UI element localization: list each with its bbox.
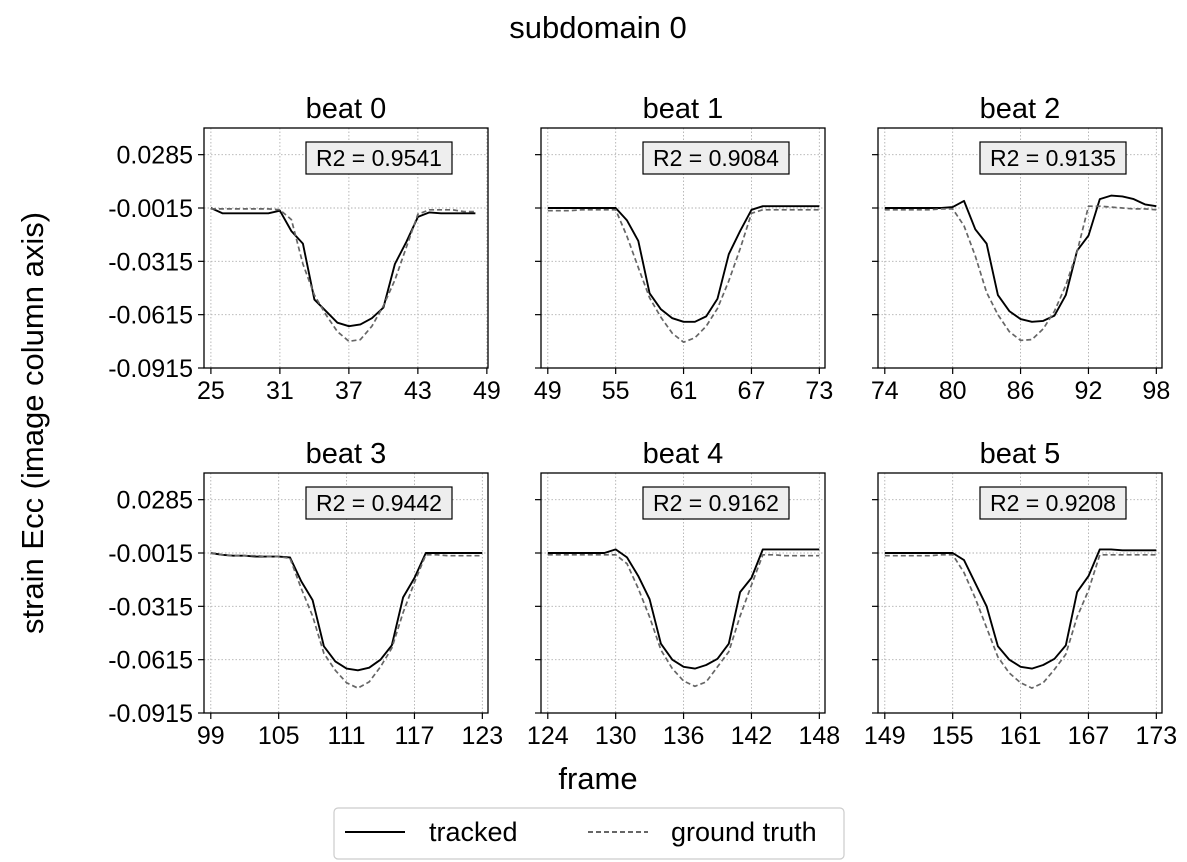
- y-tick-label: -0.0315: [108, 248, 193, 276]
- x-tick-label: 80: [939, 377, 967, 405]
- x-tick-label: 74: [871, 377, 899, 405]
- y-tick-label: -0.0015: [108, 195, 193, 223]
- x-tick-label: 136: [663, 722, 705, 750]
- y-tick-label: -0.0915: [108, 355, 193, 383]
- x-tick-label: 111: [328, 722, 366, 750]
- x-tick-label: 123: [461, 722, 503, 750]
- y-tick-label: -0.0615: [108, 302, 193, 330]
- subplot-title: beat 5: [980, 438, 1061, 470]
- subplot-title: beat 2: [980, 93, 1061, 125]
- y-tick-label: -0.0915: [108, 700, 193, 728]
- legend: tracked ground truth: [333, 807, 845, 860]
- subplot-beat-1: beat 1 49 55 61 67 73 R2 = 0.9084: [534, 93, 833, 405]
- y-tick-label: -0.0315: [108, 593, 193, 621]
- x-tick-label: 31: [266, 377, 294, 405]
- x-tick-label: 105: [258, 722, 300, 750]
- x-tick-label: 49: [473, 377, 501, 405]
- series-line-ground-truth: [210, 552, 483, 689]
- x-tick-label: 61: [670, 377, 698, 405]
- series-line-tracked: [210, 552, 483, 672]
- r2-annotation-box: [305, 486, 453, 520]
- subplot-beat-0: beat 0 25 31 37 43 49 0.0285 -0.0015 -0.0315 -0.0…: [108, 93, 501, 405]
- y-axis-label: strain Ecc (image column axis): [15, 212, 50, 634]
- x-axis-label: frame: [558, 761, 637, 796]
- x-tick-label: 49: [534, 377, 562, 405]
- x-tick-label: 130: [595, 722, 637, 750]
- x-tick-label: 92: [1075, 377, 1103, 405]
- x-tick-label: 124: [527, 722, 569, 750]
- r2-annotation-box: [305, 141, 453, 175]
- subplot-title: beat 1: [643, 93, 724, 125]
- legend-frame: [333, 807, 845, 860]
- x-tick-label: 117: [395, 722, 435, 750]
- series-line-ground-truth: [884, 205, 1157, 342]
- x-tick-label: 37: [335, 377, 363, 405]
- r2-annotation: R2 = 0.9162: [653, 490, 779, 516]
- x-tick-label: 149: [864, 722, 906, 750]
- subplot-beat-5: beat 5 149 155 161 167 173 R2 = 0.9208: [864, 438, 1177, 750]
- x-tick-label: 55: [602, 377, 630, 405]
- x-tick-label: 99: [197, 722, 225, 750]
- x-tick-label: 142: [731, 722, 773, 750]
- series-line-tracked: [547, 205, 820, 323]
- series-line-tracked: [547, 548, 820, 670]
- subplot-title: beat 0: [306, 93, 387, 125]
- x-tick-label: 73: [805, 377, 833, 405]
- subplot-title: beat 3: [306, 438, 387, 470]
- series-line-ground-truth: [547, 208, 820, 344]
- r2-annotation-box: [642, 141, 790, 175]
- r2-annotation: R2 = 0.9442: [316, 490, 442, 516]
- subplot-grid: beat 0 25 31 37 43 49 0.0285 -0.0015 -0.0315 -0.0…: [108, 93, 1177, 750]
- x-tick-label: 86: [1007, 377, 1035, 405]
- r2-annotation-box: [979, 486, 1127, 520]
- y-tick-label: -0.0015: [108, 540, 193, 568]
- subplot-beat-3: beat 3 99 105 111 117 123 0.0285 -0.0015 -0.0315…: [108, 438, 503, 750]
- y-tick-label: 0.0285: [117, 487, 193, 515]
- r2-annotation: R2 = 0.9084: [653, 145, 779, 171]
- y-tick-label: -0.0615: [108, 647, 193, 675]
- r2-annotation-box: [979, 141, 1127, 175]
- y-tick-label: 0.0285: [117, 142, 193, 170]
- series-line-tracked: [210, 207, 476, 328]
- series-line-ground-truth: [884, 553, 1157, 689]
- r2-annotation: R2 = 0.9208: [990, 490, 1116, 516]
- series-line-tracked: [884, 548, 1157, 670]
- x-tick-label: 155: [932, 722, 974, 750]
- subplot-beat-2: beat 2 74 80 86 92 98 R2 = 0.9135: [871, 93, 1170, 405]
- subplot-title: beat 4: [643, 438, 724, 470]
- x-tick-label: 167: [1068, 722, 1110, 750]
- axes-frame: [203, 127, 489, 369]
- r2-annotation: R2 = 0.9135: [990, 145, 1116, 171]
- subplot-beat-4: beat 4 124 130 136 142 148 R2 = 0.9162: [527, 438, 840, 750]
- r2-annotation-box: [642, 486, 790, 520]
- series-line-ground-truth: [210, 208, 476, 343]
- x-tick-label: 173: [1135, 722, 1177, 750]
- series-line-tracked: [884, 194, 1157, 323]
- x-tick-label: 25: [197, 377, 225, 405]
- figure-title: subdomain 0: [509, 10, 687, 45]
- x-tick-label: 148: [798, 722, 840, 750]
- x-tick-label: 67: [738, 377, 766, 405]
- x-tick-label: 161: [1000, 722, 1042, 750]
- legend-ground-truth-label: ground truth: [671, 817, 817, 847]
- x-tick-label: 43: [404, 377, 432, 405]
- r2-annotation: R2 = 0.9541: [316, 145, 442, 171]
- x-tick-label: 98: [1142, 377, 1170, 405]
- legend-tracked-label: tracked: [429, 817, 518, 847]
